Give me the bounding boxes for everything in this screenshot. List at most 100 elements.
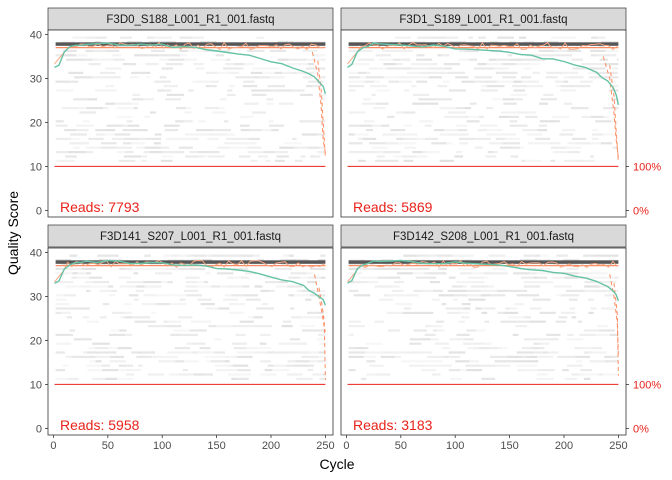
heatmap-cell: [459, 142, 469, 145]
heatmap-cell: [201, 259, 207, 262]
heatmap-cell: [403, 307, 411, 310]
heatmap-cell: [444, 67, 452, 70]
median-line: [347, 42, 618, 65]
heatmap-cell: [400, 58, 411, 61]
heatmap-cell: [65, 54, 77, 57]
heatmap-cell: [87, 369, 102, 372]
heatmap-cell: [199, 320, 212, 323]
heatmap-cell: [348, 151, 364, 154]
heatmap-cell: [104, 133, 115, 136]
heatmap-cell: [310, 41, 321, 44]
heatmap-cell: [348, 80, 365, 83]
heatmap-cell: [611, 254, 619, 257]
heatmap-cell: [186, 107, 192, 110]
heatmap-cell: [547, 351, 559, 354]
heatmap-cell: [556, 254, 568, 257]
heatmap-cell: [184, 58, 197, 61]
heatmap-cell: [315, 120, 326, 123]
heatmap-cell: [406, 71, 420, 74]
heatmap-cell: [216, 369, 230, 372]
heatmap-cell: [147, 325, 166, 328]
heatmap-cell: [258, 155, 268, 158]
heatmap-cell: [105, 67, 122, 70]
heatmap-cell: [133, 272, 138, 275]
heatmap-cell: [242, 85, 258, 88]
heatmap-cell: [203, 155, 209, 158]
heatmap-cell: [546, 71, 563, 74]
heatmap-cell: [373, 80, 381, 83]
heatmap-cell: [193, 63, 204, 66]
heatmap-cell: [348, 347, 356, 350]
heatmap-cell: [136, 355, 147, 358]
heatmap-cell: [211, 85, 217, 88]
heatmap-cell: [110, 355, 124, 358]
heatmap-cell: [348, 124, 360, 127]
heatmap-cell: [219, 285, 227, 288]
heatmap-cell: [491, 80, 497, 83]
heatmap-cell: [480, 294, 491, 297]
heatmap-cell: [55, 89, 60, 92]
heatmap-cell: [275, 151, 288, 154]
heatmap-cell: [411, 63, 424, 66]
heatmap-cell: [196, 151, 212, 154]
heatmap-cell: [218, 254, 231, 257]
heatmap-cell: [317, 151, 326, 154]
heatmap-cell: [185, 155, 200, 158]
heatmap-cell: [525, 115, 538, 118]
heatmap-cell: [489, 142, 503, 145]
heatmap-cell: [566, 364, 583, 367]
heatmap-cell: [136, 146, 145, 149]
heatmap-cell: [523, 263, 539, 266]
heatmap-cell: [264, 67, 280, 70]
heatmap-cell: [372, 107, 386, 110]
heatmap-cell: [357, 58, 375, 61]
heatmap-cell: [370, 85, 387, 88]
heatmap-cell: [132, 129, 148, 132]
heatmap-cell: [55, 333, 73, 336]
heatmap-cell: [234, 63, 245, 66]
heatmap-cell: [99, 316, 107, 319]
heatmap-cell: [323, 58, 326, 61]
heatmap-cell: [161, 155, 173, 158]
heatmap-cell: [295, 285, 303, 288]
heatmap-cell: [502, 347, 509, 350]
heatmap-cell: [319, 342, 326, 345]
heatmap-cell: [175, 360, 184, 363]
heatmap-cell: [229, 146, 248, 149]
heatmap-cell: [557, 355, 575, 358]
heatmap-cell: [303, 76, 313, 79]
heatmap-cell: [578, 263, 594, 266]
heatmap-cell: [117, 347, 132, 350]
heatmap-cell: [385, 142, 399, 145]
heatmap-cell: [196, 281, 204, 284]
heatmap-cell: [170, 333, 183, 336]
heatmap-cell: [471, 272, 484, 275]
heatmap-cell: [161, 67, 173, 70]
heatmap-cell: [428, 76, 442, 79]
heatmap-cell: [383, 151, 401, 154]
heatmap-cell: [136, 285, 145, 288]
heatmap-cell: [375, 54, 392, 57]
heatmap-cell: [521, 289, 527, 292]
heatmap-cell: [217, 71, 230, 74]
heatmap-cell: [288, 276, 301, 279]
heatmap-cell: [280, 259, 292, 262]
heatmap-cell: [602, 76, 619, 79]
heatmap-cell: [582, 347, 592, 350]
heatmap-cell: [562, 272, 579, 275]
heatmap-cell: [200, 41, 217, 44]
heatmap-cell: [348, 325, 365, 328]
heatmap-cell: [66, 58, 84, 61]
heatmap-cell: [396, 111, 404, 114]
heatmap-cell: [516, 63, 530, 66]
heatmap-cell: [517, 111, 530, 114]
heatmap-cell: [558, 36, 577, 39]
heatmap-cell: [62, 364, 69, 367]
heatmap-cell: [462, 115, 469, 118]
heatmap-cell: [147, 373, 164, 376]
heatmap-cell: [163, 85, 178, 88]
heatmap-cell: [462, 285, 467, 288]
heatmap-cell: [139, 320, 157, 323]
heatmap-cell: [441, 303, 447, 306]
heatmap-cell: [461, 316, 470, 319]
